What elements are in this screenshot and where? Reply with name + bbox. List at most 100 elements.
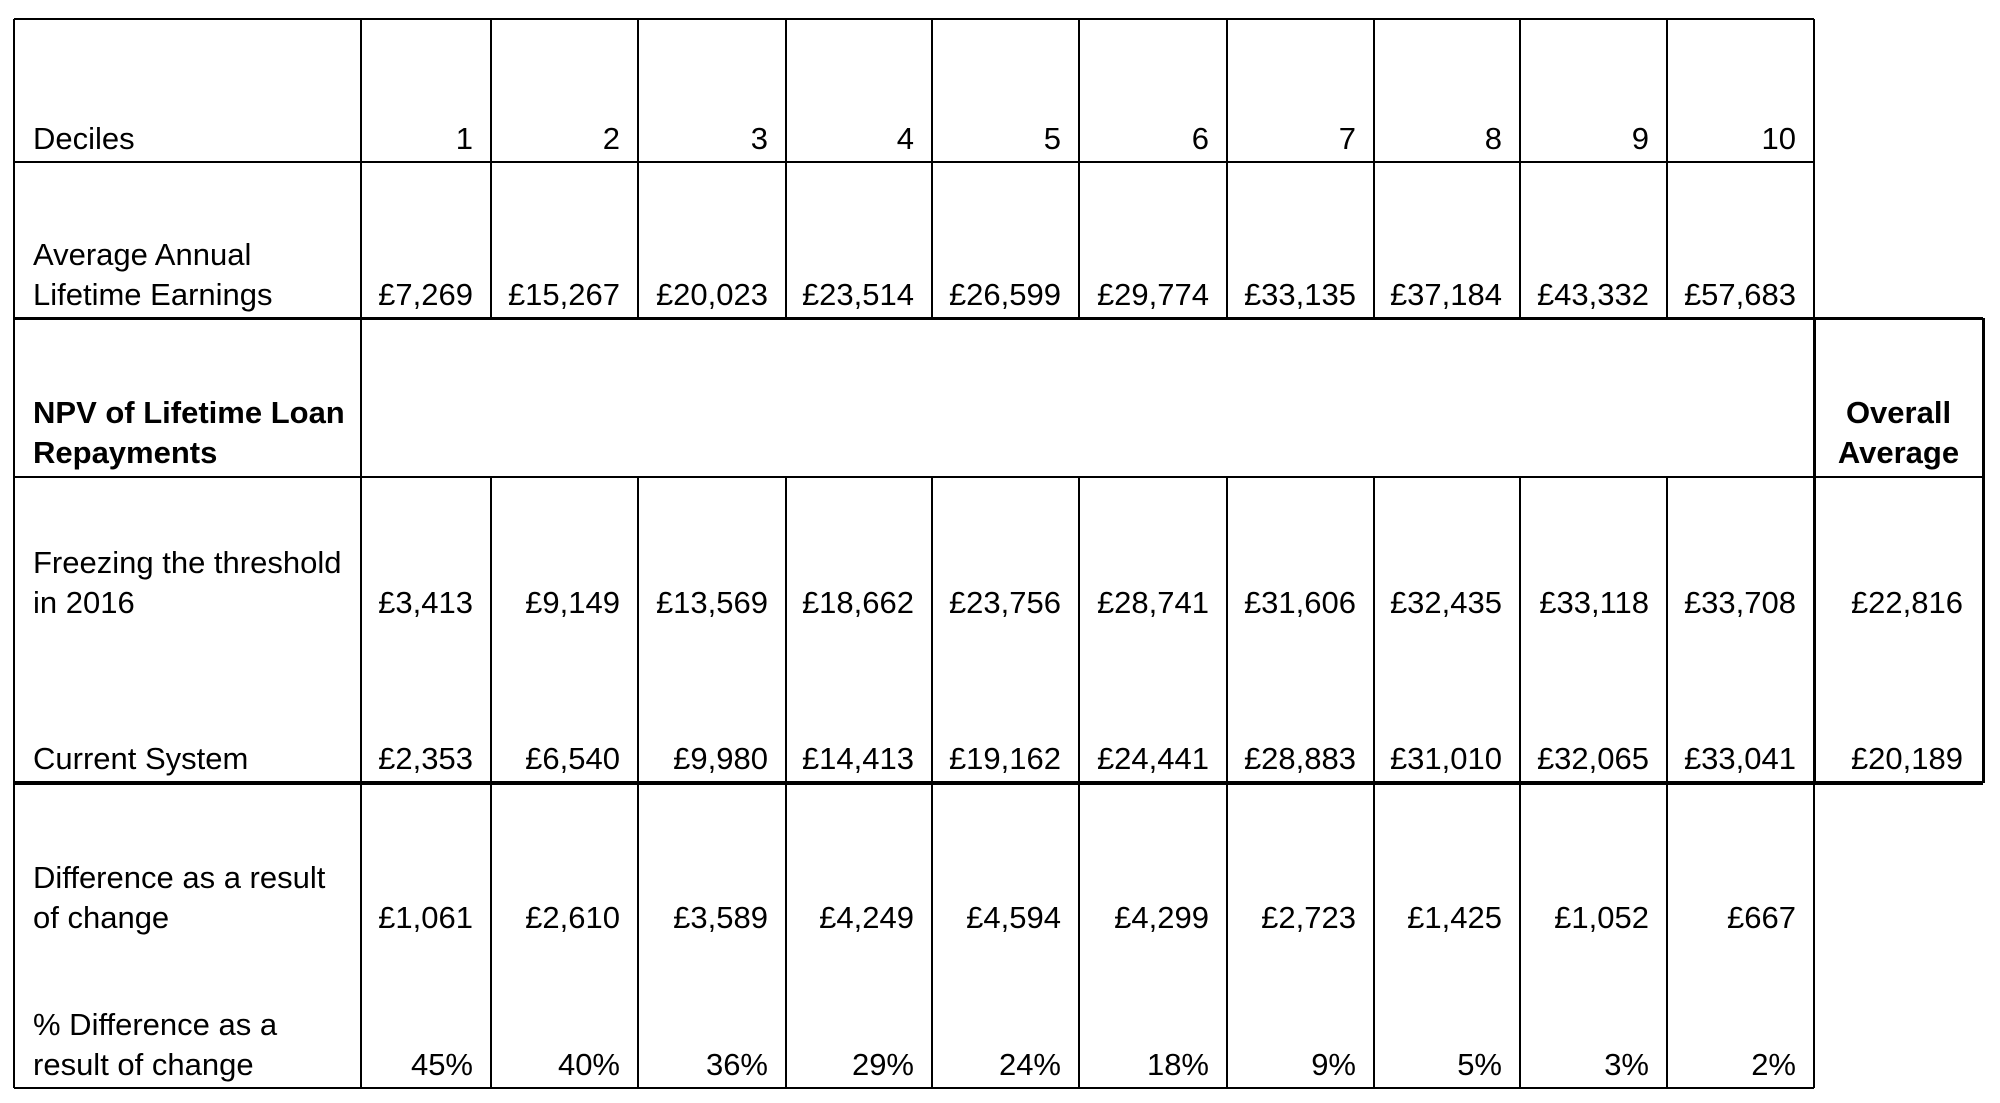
- difference-value: £1,052: [1554, 900, 1649, 935]
- freezing-value: £23,756: [948, 585, 1061, 620]
- freezing-value: £18,662: [801, 585, 914, 620]
- column-divider: [1666, 19, 1668, 318]
- row-divider-thick: [14, 781, 1983, 785]
- pct-difference-value: 36%: [705, 1047, 768, 1082]
- difference-value: £1,061: [378, 900, 473, 935]
- pct-difference-value: 45%: [410, 1047, 473, 1082]
- freezing-value: £33,708: [1683, 585, 1796, 620]
- overall-average-header: Overall: [1845, 395, 1952, 430]
- column-divider: [637, 477, 639, 1088]
- pct-difference-value: 29%: [851, 1047, 914, 1082]
- decile-header: 10: [1761, 121, 1796, 156]
- table-border-top: [14, 18, 1814, 20]
- current-value: £19,162: [948, 741, 1061, 776]
- table-border-left: [13, 19, 15, 1088]
- earnings-value: £43,332: [1536, 277, 1649, 312]
- earnings-value: £29,774: [1096, 277, 1209, 312]
- current-value: £9,980: [673, 741, 768, 776]
- freezing-value: £9,149: [525, 585, 620, 620]
- row-label-difference: Difference as a result: [33, 860, 326, 895]
- column-divider: [1226, 19, 1228, 318]
- pct-difference-value: 3%: [1604, 1047, 1649, 1082]
- column-divider: [785, 477, 787, 1088]
- decile-header: 3: [750, 121, 768, 156]
- current-value: £2,353: [378, 741, 473, 776]
- earnings-value: £57,683: [1683, 277, 1796, 312]
- decile-header: 7: [1338, 121, 1356, 156]
- column-divider: [1373, 19, 1375, 318]
- difference-value: £2,610: [525, 900, 620, 935]
- column-divider: [1519, 19, 1521, 318]
- freezing-value: £32,435: [1389, 585, 1502, 620]
- row-label-earnings: Average Annual: [33, 237, 252, 272]
- column-divider: [1666, 477, 1668, 1088]
- row-label-freezing: in 2016: [33, 585, 135, 620]
- section-title: NPV of Lifetime Loan: [33, 395, 345, 430]
- column-divider: [637, 19, 639, 318]
- pct-difference-value: 24%: [998, 1047, 1061, 1082]
- row-label-pct-difference: % Difference as a: [33, 1007, 278, 1042]
- column-divider: [785, 19, 787, 318]
- column-divider: [1519, 477, 1521, 1088]
- row-divider: [14, 317, 1983, 320]
- decile-header: 1: [455, 121, 473, 156]
- current-value: £33,041: [1683, 741, 1796, 776]
- row-divider: [14, 161, 1814, 163]
- column-divider: [931, 477, 933, 1088]
- row-label-deciles: Deciles: [33, 121, 135, 156]
- row-label-difference: of change: [33, 900, 170, 935]
- column-divider: [1226, 477, 1228, 1088]
- row-label-current: Current System: [33, 741, 249, 776]
- column-divider: [1078, 477, 1080, 1088]
- difference-value: £2,723: [1261, 900, 1356, 935]
- difference-value: £4,299: [1114, 900, 1209, 935]
- earnings-value: £7,269: [378, 277, 473, 312]
- earnings-value: £20,023: [655, 277, 768, 312]
- decile-header: 9: [1631, 121, 1649, 156]
- current-value: £32,065: [1536, 741, 1649, 776]
- earnings-value: £33,135: [1243, 277, 1356, 312]
- earnings-value: £26,599: [948, 277, 1061, 312]
- difference-value: £1,425: [1407, 900, 1502, 935]
- difference-value: £667: [1727, 900, 1796, 935]
- row-label-earnings: Lifetime Earnings: [33, 277, 273, 312]
- current-overall-value: £20,189: [1850, 741, 1963, 776]
- pct-difference-value: 18%: [1146, 1047, 1209, 1082]
- column-divider: [1078, 19, 1080, 318]
- column-divider: [1373, 477, 1375, 1088]
- pct-difference-value: 5%: [1457, 1047, 1502, 1082]
- decile-header: 5: [1043, 121, 1061, 156]
- table-border-bottom: [14, 1087, 1814, 1089]
- freezing-value: £3,413: [378, 585, 473, 620]
- current-value: £28,883: [1243, 741, 1356, 776]
- freezing-value: £28,741: [1096, 585, 1209, 620]
- decile-header: 4: [896, 121, 914, 156]
- column-divider: [490, 477, 492, 1088]
- freezing-overall-value: £22,816: [1850, 585, 1963, 620]
- freezing-value: £13,569: [655, 585, 768, 620]
- freezing-value: £33,118: [1539, 585, 1649, 620]
- difference-value: £4,594: [966, 900, 1061, 935]
- current-value: £14,413: [801, 741, 914, 776]
- difference-value: £3,589: [673, 900, 768, 935]
- column-divider: [360, 19, 362, 1088]
- row-label-freezing: Freezing the threshold: [33, 545, 342, 580]
- pct-difference-value: 40%: [557, 1047, 620, 1082]
- row-divider: [14, 476, 1983, 478]
- current-value: £6,540: [525, 741, 620, 776]
- overall-border-right: [1982, 318, 1985, 783]
- overall-average-header: Average: [1837, 435, 1960, 470]
- column-divider: [490, 19, 492, 318]
- section-title: Repayments: [33, 435, 218, 470]
- column-divider: [931, 19, 933, 318]
- overall-border-left: [1813, 318, 1816, 783]
- decile-header: 2: [602, 121, 620, 156]
- earnings-value: £23,514: [801, 277, 914, 312]
- decile-header: 6: [1191, 121, 1209, 156]
- pct-difference-value: 9%: [1311, 1047, 1356, 1082]
- freezing-value: £31,606: [1243, 585, 1356, 620]
- row-label-pct-difference: result of change: [33, 1047, 254, 1082]
- current-value: £24,441: [1096, 741, 1209, 776]
- earnings-value: £15,267: [507, 277, 620, 312]
- decile-header: 8: [1484, 121, 1502, 156]
